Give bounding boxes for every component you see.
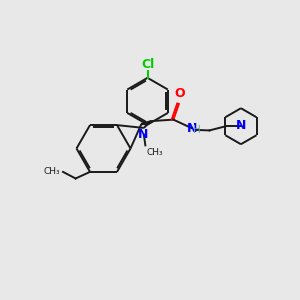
Text: CH₃: CH₃ <box>44 167 61 176</box>
Text: N: N <box>138 128 148 141</box>
Text: N: N <box>187 122 197 135</box>
Text: O: O <box>174 87 185 101</box>
Text: H: H <box>193 125 200 135</box>
Text: CH₃: CH₃ <box>146 148 163 157</box>
Text: N: N <box>236 119 246 132</box>
Text: Cl: Cl <box>141 58 154 70</box>
